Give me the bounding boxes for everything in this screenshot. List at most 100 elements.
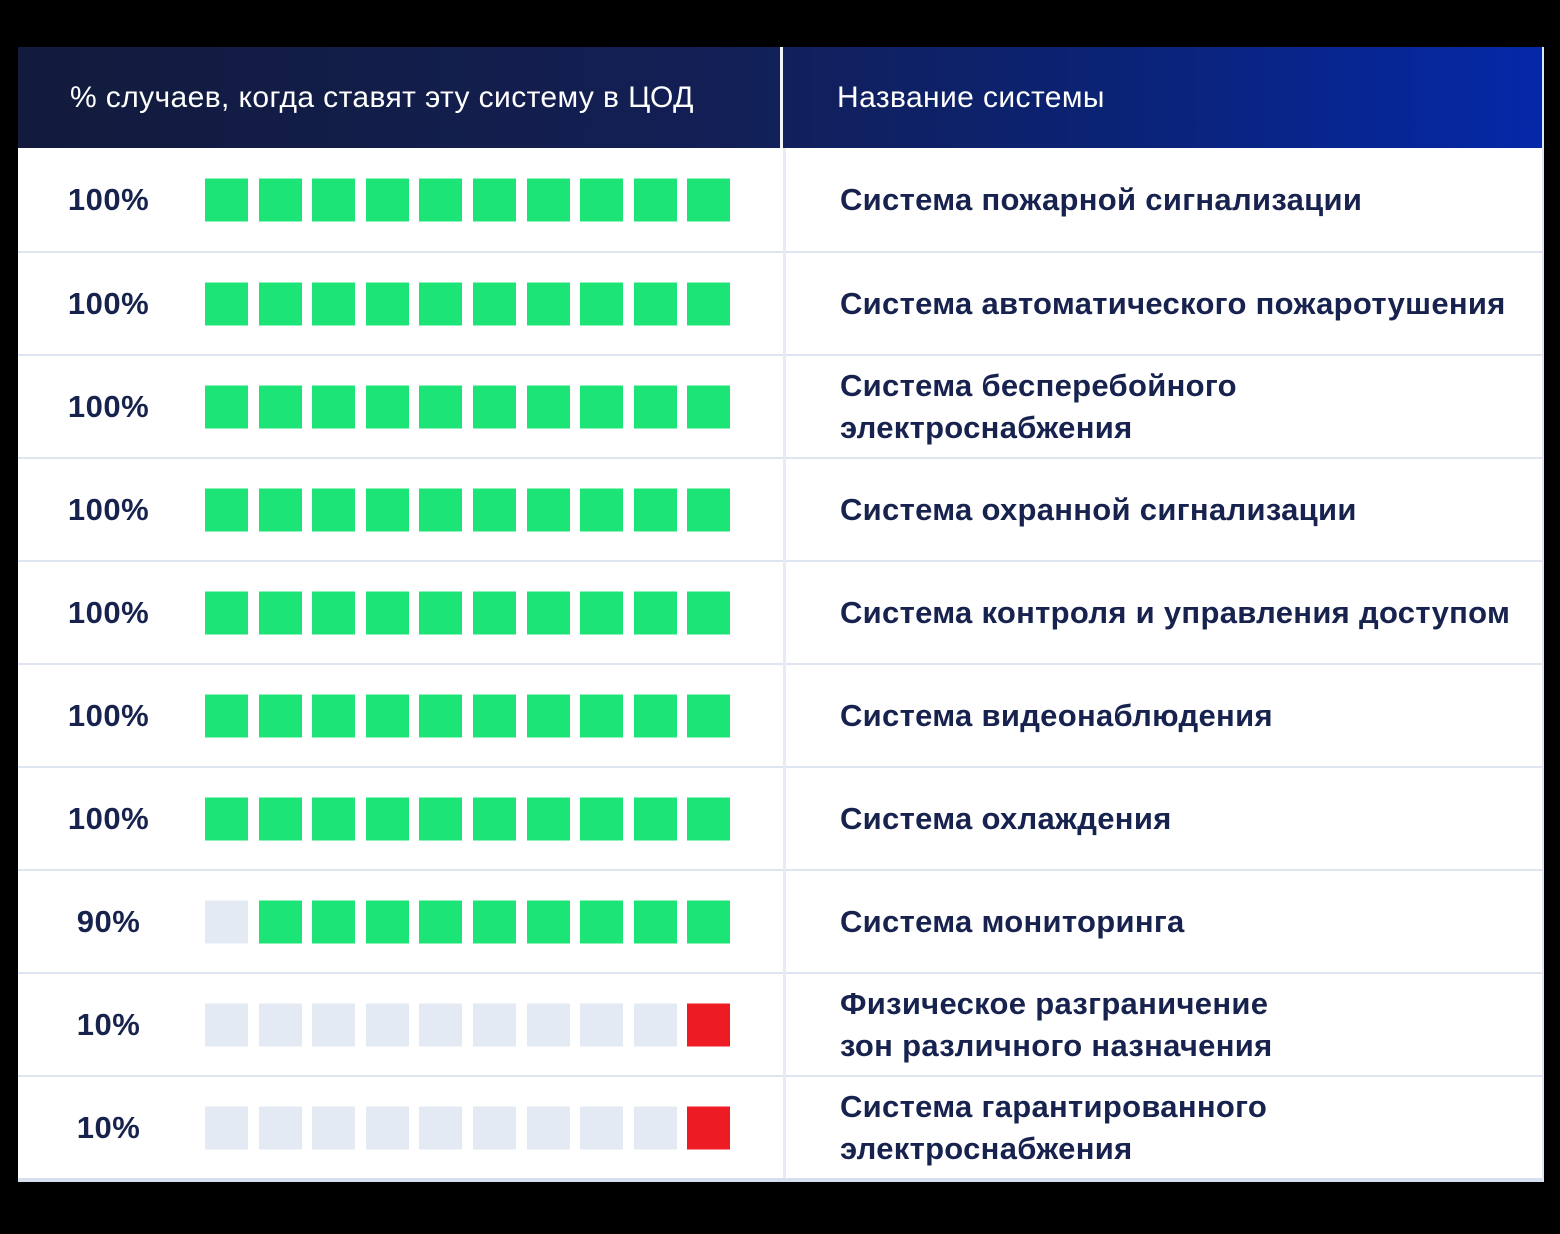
unit-square [365, 694, 409, 737]
unit-square [687, 900, 731, 943]
unit-square [580, 385, 624, 428]
system-name: Физическое разграничение зон различного … [840, 985, 1273, 1063]
unit-square [687, 282, 731, 325]
unit-square [633, 900, 677, 943]
percent-label: 100% [67, 800, 150, 836]
unit-square [205, 488, 248, 531]
table-row: 10% Система гарантированного электроснаб… [18, 1075, 1542, 1178]
unit-square [687, 488, 731, 531]
unit-square [472, 1003, 516, 1046]
waffle-squares [205, 385, 731, 428]
unit-square [365, 900, 409, 943]
unit-square [633, 178, 677, 221]
unit-square [419, 282, 463, 325]
unit-square [526, 797, 570, 840]
unit-square [312, 282, 356, 325]
unit-square [687, 385, 731, 428]
percent-label: 100% [67, 285, 150, 321]
table-header: % случаев, когда ставят эту систему в ЦО… [18, 47, 1542, 148]
unit-square [687, 797, 731, 840]
unit-square [258, 591, 302, 634]
unit-square [419, 178, 463, 221]
column-divider [783, 148, 786, 1178]
unit-square [580, 282, 624, 325]
unit-square [312, 178, 356, 221]
unit-square [312, 591, 356, 634]
system-name: Система мониторинга [840, 903, 1185, 939]
unit-square [472, 178, 516, 221]
unit-square [258, 900, 302, 943]
table-body: 100% Система пожарной сигнализации 100% … [18, 148, 1542, 1178]
percent-label: 100% [67, 594, 150, 630]
unit-square [258, 694, 302, 737]
unit-square [580, 1003, 624, 1046]
unit-square [526, 178, 570, 221]
waffle-squares [205, 282, 731, 325]
system-name: Система бесперебойного электроснабжения [840, 367, 1237, 445]
unit-square [472, 900, 516, 943]
unit-square [258, 797, 302, 840]
unit-square [205, 178, 248, 221]
unit-square [365, 591, 409, 634]
unit-square [526, 1003, 570, 1046]
table-row: 100% Система бесперебойного электроснабж… [18, 354, 1542, 457]
unit-square [312, 900, 356, 943]
unit-square [205, 282, 248, 325]
unit-square [526, 488, 570, 531]
unit-square [580, 900, 624, 943]
system-name: Система автоматического пожаротушения [840, 285, 1506, 321]
unit-square [633, 591, 677, 634]
unit-square [365, 797, 409, 840]
percent-label: 10% [76, 1006, 141, 1042]
waffle-squares [205, 178, 731, 221]
waffle-squares [205, 1106, 731, 1149]
waffle-squares [205, 591, 731, 634]
unit-square [365, 282, 409, 325]
unit-square [365, 178, 409, 221]
unit-square [205, 694, 248, 737]
unit-square [472, 1106, 516, 1149]
unit-square [365, 1003, 409, 1046]
system-name: Система охлаждения [840, 800, 1172, 836]
unit-square [419, 797, 463, 840]
unit-square [687, 1003, 731, 1046]
percent-label: 100% [67, 181, 150, 217]
unit-square [258, 385, 302, 428]
unit-square [365, 385, 409, 428]
system-name: Система пожарной сигнализации [840, 181, 1363, 217]
percent-label: 10% [76, 1109, 141, 1145]
waffle-squares [205, 488, 731, 531]
unit-square [419, 1106, 463, 1149]
unit-square [419, 385, 463, 428]
unit-square [633, 385, 677, 428]
percent-label: 100% [67, 697, 150, 733]
unit-square [258, 488, 302, 531]
unit-square [312, 694, 356, 737]
unit-square [580, 694, 624, 737]
unit-square [365, 488, 409, 531]
unit-square [312, 488, 356, 531]
header-percent-column-label: % случаев, когда ставят эту систему в ЦО… [18, 47, 783, 148]
unit-square [526, 591, 570, 634]
percent-label: 100% [67, 491, 150, 527]
unit-square [258, 1003, 302, 1046]
unit-square [580, 488, 624, 531]
unit-square [419, 1003, 463, 1046]
table-row: 100% Система видеонаблюдения [18, 663, 1542, 766]
table-row: 100% Система пожарной сигнализации [18, 148, 1542, 251]
unit-square [687, 694, 731, 737]
unit-square [472, 591, 516, 634]
unit-square [580, 797, 624, 840]
unit-square [472, 385, 516, 428]
system-name: Система видеонаблюдения [840, 697, 1273, 733]
waffle-squares [205, 797, 731, 840]
unit-square [205, 797, 248, 840]
unit-square [526, 385, 570, 428]
waffle-squares [205, 1003, 731, 1046]
unit-square [580, 1106, 624, 1149]
system-name: Система гарантированного электроснабжени… [840, 1088, 1268, 1166]
table-row: 90% Система мониторинга [18, 869, 1542, 972]
table-row: 100% Система контроля и управления досту… [18, 560, 1542, 663]
unit-square [633, 797, 677, 840]
